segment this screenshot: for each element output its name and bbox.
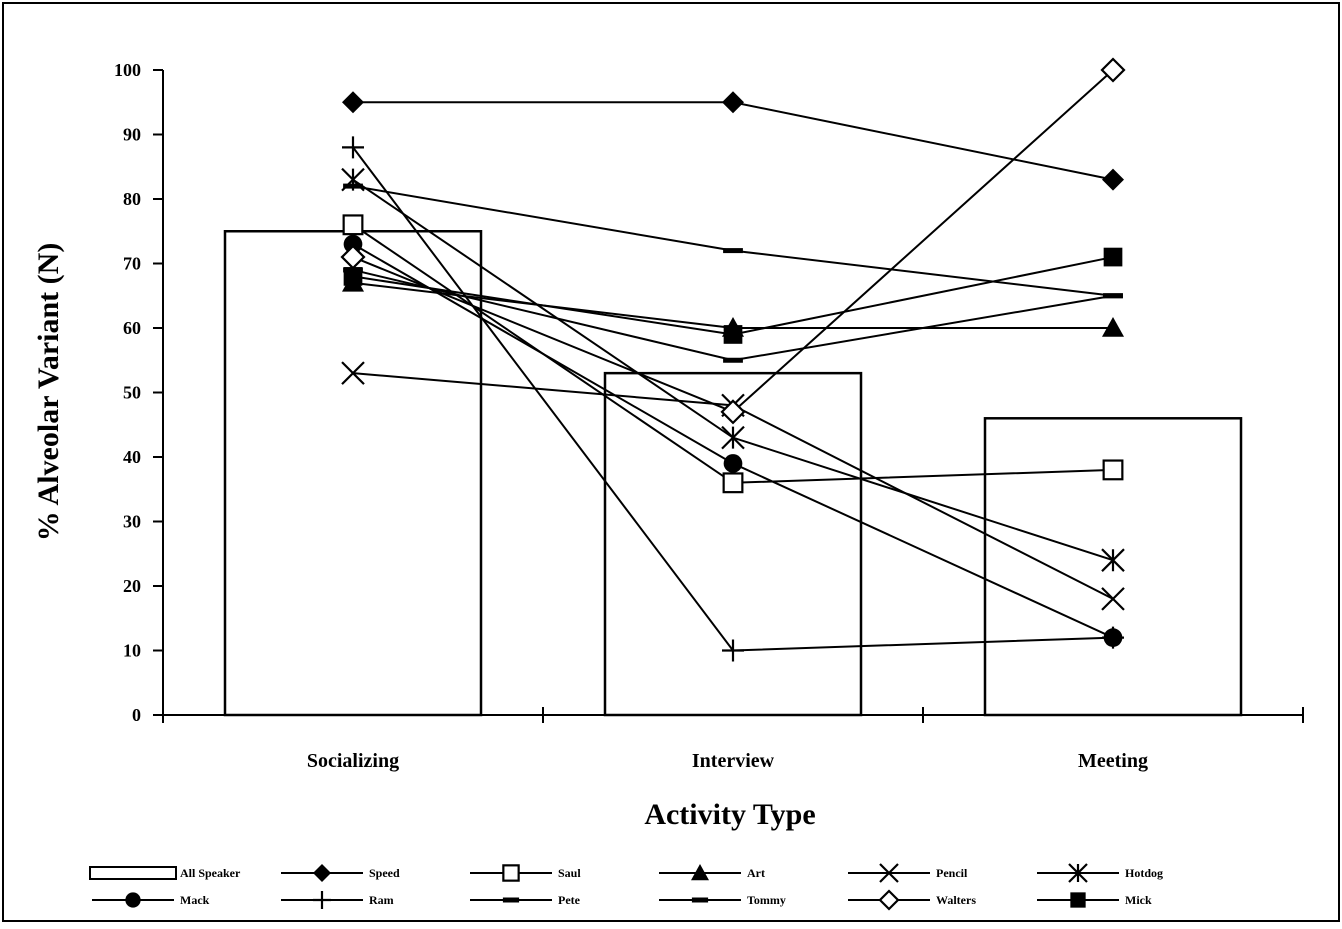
point-saul-interview — [722, 472, 744, 494]
point-tommy-socializing — [343, 183, 363, 189]
legend-item-tommy: Tommy — [659, 893, 786, 907]
legend-item-all-speaker: All Speaker — [89, 866, 241, 880]
legend-item-walters: Walters — [848, 889, 976, 911]
legend-marker — [313, 864, 331, 882]
legend-label: Walters — [936, 893, 976, 907]
bar-interview — [603, 371, 863, 717]
point-pencil-socializing — [341, 361, 365, 385]
point-hotdog-meeting — [1101, 548, 1125, 572]
category-label-socializing: Socializing — [307, 750, 399, 772]
axes-layer: 0 10 20 30 40 50 60 70 80 90 100 Socializing Intervi… — [114, 60, 1304, 772]
point-speed-interview — [722, 91, 744, 114]
legend-item-pete: Pete — [470, 893, 581, 907]
y-tick-label: 30 — [123, 512, 141, 532]
point-mack-interview — [723, 454, 743, 473]
point-hotdog-interview — [721, 425, 745, 450]
legend-item-hotdog: Hotdog — [1037, 863, 1163, 883]
legend-label: Mack — [180, 893, 210, 907]
legend-label: Pencil — [936, 866, 968, 880]
legend-label: Hotdog — [1125, 866, 1163, 880]
point-mick-socializing — [343, 267, 363, 286]
legend-label: Saul — [558, 866, 581, 880]
y-tick-label: 80 — [123, 189, 141, 209]
legend-item-ram: Ram — [281, 891, 394, 909]
legend-item-speed: Speed — [281, 864, 400, 882]
bars-layer — [223, 230, 1243, 717]
y-tick-label: 20 — [123, 576, 141, 596]
y-tick-label: 10 — [123, 641, 141, 661]
category-label-interview: Interview — [692, 750, 775, 772]
point-tommy-meeting — [1103, 293, 1123, 299]
point-saul-socializing — [342, 214, 364, 236]
legend-item-mick: Mick — [1037, 892, 1152, 908]
y-tick-label: 40 — [123, 447, 141, 467]
category-label-meeting: Meeting — [1078, 750, 1148, 772]
y-tick-label: 70 — [123, 254, 141, 274]
legend-item-pencil: Pencil — [848, 863, 968, 883]
legend-marker — [1068, 863, 1088, 883]
y-axis-title: % Alveolar Variant (N) — [32, 243, 65, 542]
point-saul-meeting — [1102, 459, 1124, 481]
markers-layer — [340, 57, 1126, 662]
legend-item-mack: Mack — [92, 892, 210, 908]
legend-label: Ram — [369, 893, 394, 907]
legend-label: Pete — [558, 893, 581, 907]
x-axis-title: Activity Type — [644, 798, 815, 831]
legend-item-saul: Saul — [470, 864, 581, 882]
y-tick-label: 60 — [123, 318, 141, 338]
legend-marker — [313, 891, 331, 909]
point-walters-interview — [720, 399, 746, 425]
legend-marker — [502, 897, 520, 903]
legend-label: Mick — [1125, 893, 1152, 907]
point-mack-socializing — [343, 234, 363, 254]
legend-marker — [691, 864, 709, 881]
legend-label: All Speaker — [180, 866, 241, 880]
legend: All Speaker Speed Saul Art Pencil Hotdog Mack R… — [89, 863, 1163, 911]
legend-marker — [502, 864, 520, 882]
legend-marker — [879, 863, 899, 883]
legend-marker — [1070, 892, 1086, 908]
legend-label: Art — [747, 866, 765, 880]
point-ram-interview — [722, 639, 744, 662]
point-pencil-meeting — [1101, 587, 1125, 611]
point-speed-meeting — [1102, 168, 1124, 191]
bar-socializing — [223, 230, 483, 717]
point-art-meeting — [1102, 317, 1124, 337]
point-speed-socializing — [342, 91, 364, 114]
point-walters-meeting — [1100, 57, 1126, 83]
legend-item-art: Art — [659, 864, 765, 881]
legend-marker — [878, 889, 900, 911]
point-ram-socializing — [342, 136, 364, 159]
y-tick-label: 90 — [123, 125, 141, 145]
legend-label: Tommy — [747, 893, 786, 907]
point-mick-interview — [723, 325, 743, 344]
y-tick-label: 50 — [123, 383, 141, 403]
point-tommy-interview — [723, 248, 743, 254]
y-tick-label: 100 — [114, 60, 141, 80]
legend-marker — [691, 897, 709, 903]
point-mick-meeting — [1103, 247, 1123, 267]
legend-marker — [125, 892, 141, 908]
y-tick-label: 0 — [132, 705, 141, 725]
legend-swatch — [89, 866, 177, 880]
legend-label: Speed — [369, 866, 400, 880]
point-pete-interview — [723, 357, 743, 363]
point-ram-meeting — [1102, 626, 1124, 649]
